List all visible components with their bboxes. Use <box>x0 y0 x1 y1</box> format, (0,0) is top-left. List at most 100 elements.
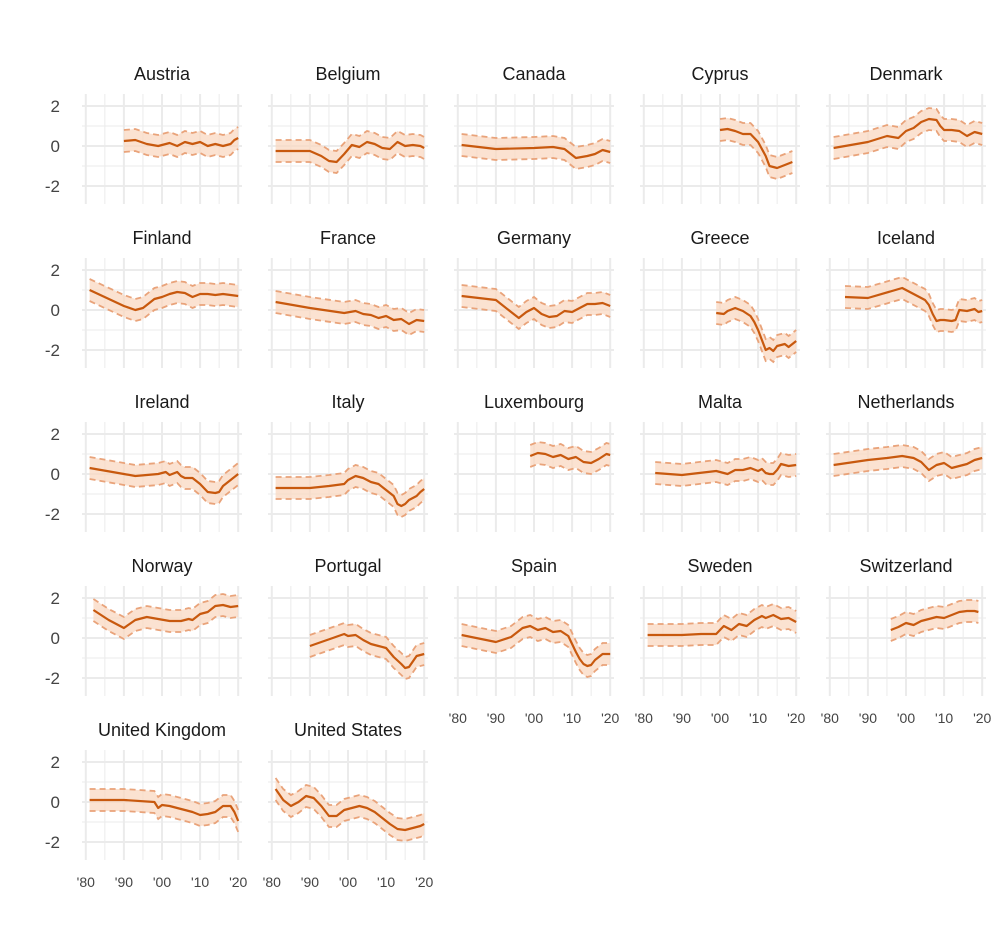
lower-bound-line <box>647 625 797 647</box>
lower-bound-line <box>309 644 425 681</box>
panel-italy: Italy <box>268 392 428 532</box>
upper-bound-line <box>274 777 425 820</box>
panel-title: Norway <box>131 556 192 576</box>
upper-bound-line <box>275 290 425 315</box>
lower-bound-line <box>716 318 797 364</box>
confidence-band <box>655 453 797 486</box>
upper-bound-line <box>716 296 797 342</box>
series-line-greece <box>716 306 797 353</box>
series-line-netherlands <box>833 454 983 472</box>
upper-bound-line <box>719 117 793 158</box>
y-tick-label: -2 <box>45 505 60 524</box>
y-tick-label: -2 <box>45 833 60 852</box>
panel-title: Denmark <box>869 64 943 84</box>
x-tick-label: '00 <box>153 874 171 890</box>
upper-bound-line <box>890 599 979 620</box>
panel-ireland: Ireland 2 0 -2 <box>45 392 242 532</box>
series-line-cyprus <box>719 127 793 170</box>
panel-title: Italy <box>331 392 364 412</box>
x-tick-label: '20 <box>229 874 247 890</box>
y-tick-label: 0 <box>51 793 60 812</box>
y-tick-label: 0 <box>51 629 60 648</box>
y-tick-label: 2 <box>51 753 60 772</box>
series-line-sweden <box>647 613 797 637</box>
lower-bound-line <box>123 148 239 158</box>
x-tick-label: '20 <box>415 874 433 890</box>
x-tick-label: '00 <box>897 710 915 726</box>
lower-bound-line <box>274 799 425 842</box>
lower-bound-line <box>89 810 240 833</box>
x-tick-label: '10 <box>935 710 953 726</box>
upper-bound-line <box>529 441 611 453</box>
x-tick-label: '00 <box>339 874 357 890</box>
confidence-band <box>275 465 425 517</box>
panel-france: France <box>268 228 428 368</box>
panel-sweden: Sweden '80 '90 '00 '10 '20 <box>635 556 806 726</box>
y-tick-label: 0 <box>51 301 60 320</box>
upper-bound-line <box>461 133 611 148</box>
series-line-luxembourg <box>529 451 611 465</box>
x-tick-label: '90 <box>487 710 505 726</box>
series-line-spain <box>461 624 611 668</box>
upper-bound-line <box>833 107 983 138</box>
panel-norway: Norway 2 0 -2 <box>45 556 242 696</box>
y-tick-label: -2 <box>45 669 60 688</box>
confidence-band <box>461 134 611 169</box>
panel-spain: Spain '80 '90 '00 '10 '20 <box>449 556 620 726</box>
lower-bound-line <box>461 306 611 331</box>
x-tick-label: '20 <box>601 710 619 726</box>
panel-title: Switzerland <box>859 556 952 576</box>
series-line-denmark <box>833 117 983 150</box>
lower-bound-line <box>275 151 425 174</box>
panel-denmark: Denmark <box>826 64 986 204</box>
panel-title: United Kingdom <box>98 720 226 740</box>
panel-title: United States <box>294 720 402 740</box>
x-tick-label: '00 <box>525 710 543 726</box>
x-tick-label: '90 <box>301 874 319 890</box>
x-tick-label: '10 <box>749 710 767 726</box>
panel-title: Luxembourg <box>484 392 584 412</box>
x-tick-label: '20 <box>973 710 991 726</box>
panel-title: Iceland <box>877 228 935 248</box>
panel-title: Netherlands <box>857 392 954 412</box>
upper-bound-line <box>461 614 611 656</box>
panel-title: Cyprus <box>691 64 748 84</box>
panel-title: Belgium <box>315 64 380 84</box>
x-tick-label: '80 <box>263 874 281 890</box>
panel-title: Portugal <box>314 556 381 576</box>
confidence-band <box>89 279 239 321</box>
x-tick-label: '80 <box>635 710 653 726</box>
lower-bound-line <box>833 466 983 483</box>
panel-netherlands: Netherlands <box>826 392 986 532</box>
y-tick-label: 2 <box>51 97 60 116</box>
x-tick-label: '10 <box>191 874 209 890</box>
series-line-portugal <box>309 632 425 670</box>
confidence-band <box>89 457 239 504</box>
series-line-belgium <box>275 140 425 164</box>
upper-bound-line <box>833 444 983 461</box>
panel-canada: Canada <box>454 64 614 204</box>
panel-title: Austria <box>134 64 191 84</box>
panel-title: Finland <box>132 228 191 248</box>
series-line-finland <box>89 289 239 312</box>
x-tick-label: '90 <box>859 710 877 726</box>
lower-bound-line <box>275 312 425 337</box>
y-tick-label: 2 <box>51 261 60 280</box>
y-tick-label: -2 <box>45 341 60 360</box>
panel-title: Sweden <box>687 556 752 576</box>
confidence-band <box>647 604 797 646</box>
confidence-band <box>833 108 983 159</box>
x-tick-label: '80 <box>77 874 95 890</box>
x-tick-label: '90 <box>115 874 133 890</box>
panel-title: Ireland <box>134 392 189 412</box>
upper-bound-line <box>89 278 239 300</box>
panel-portugal: Portugal <box>268 556 428 696</box>
series-line-united-kingdom <box>89 798 240 822</box>
x-tick-label: '20 <box>787 710 805 726</box>
panel-united-states: United States '80 '90 '00 '10 '20 <box>263 720 434 890</box>
confidence-band <box>461 615 611 677</box>
upper-bound-line <box>92 593 239 619</box>
upper-bound-line <box>844 276 983 312</box>
series-line-switzerland <box>890 609 979 632</box>
